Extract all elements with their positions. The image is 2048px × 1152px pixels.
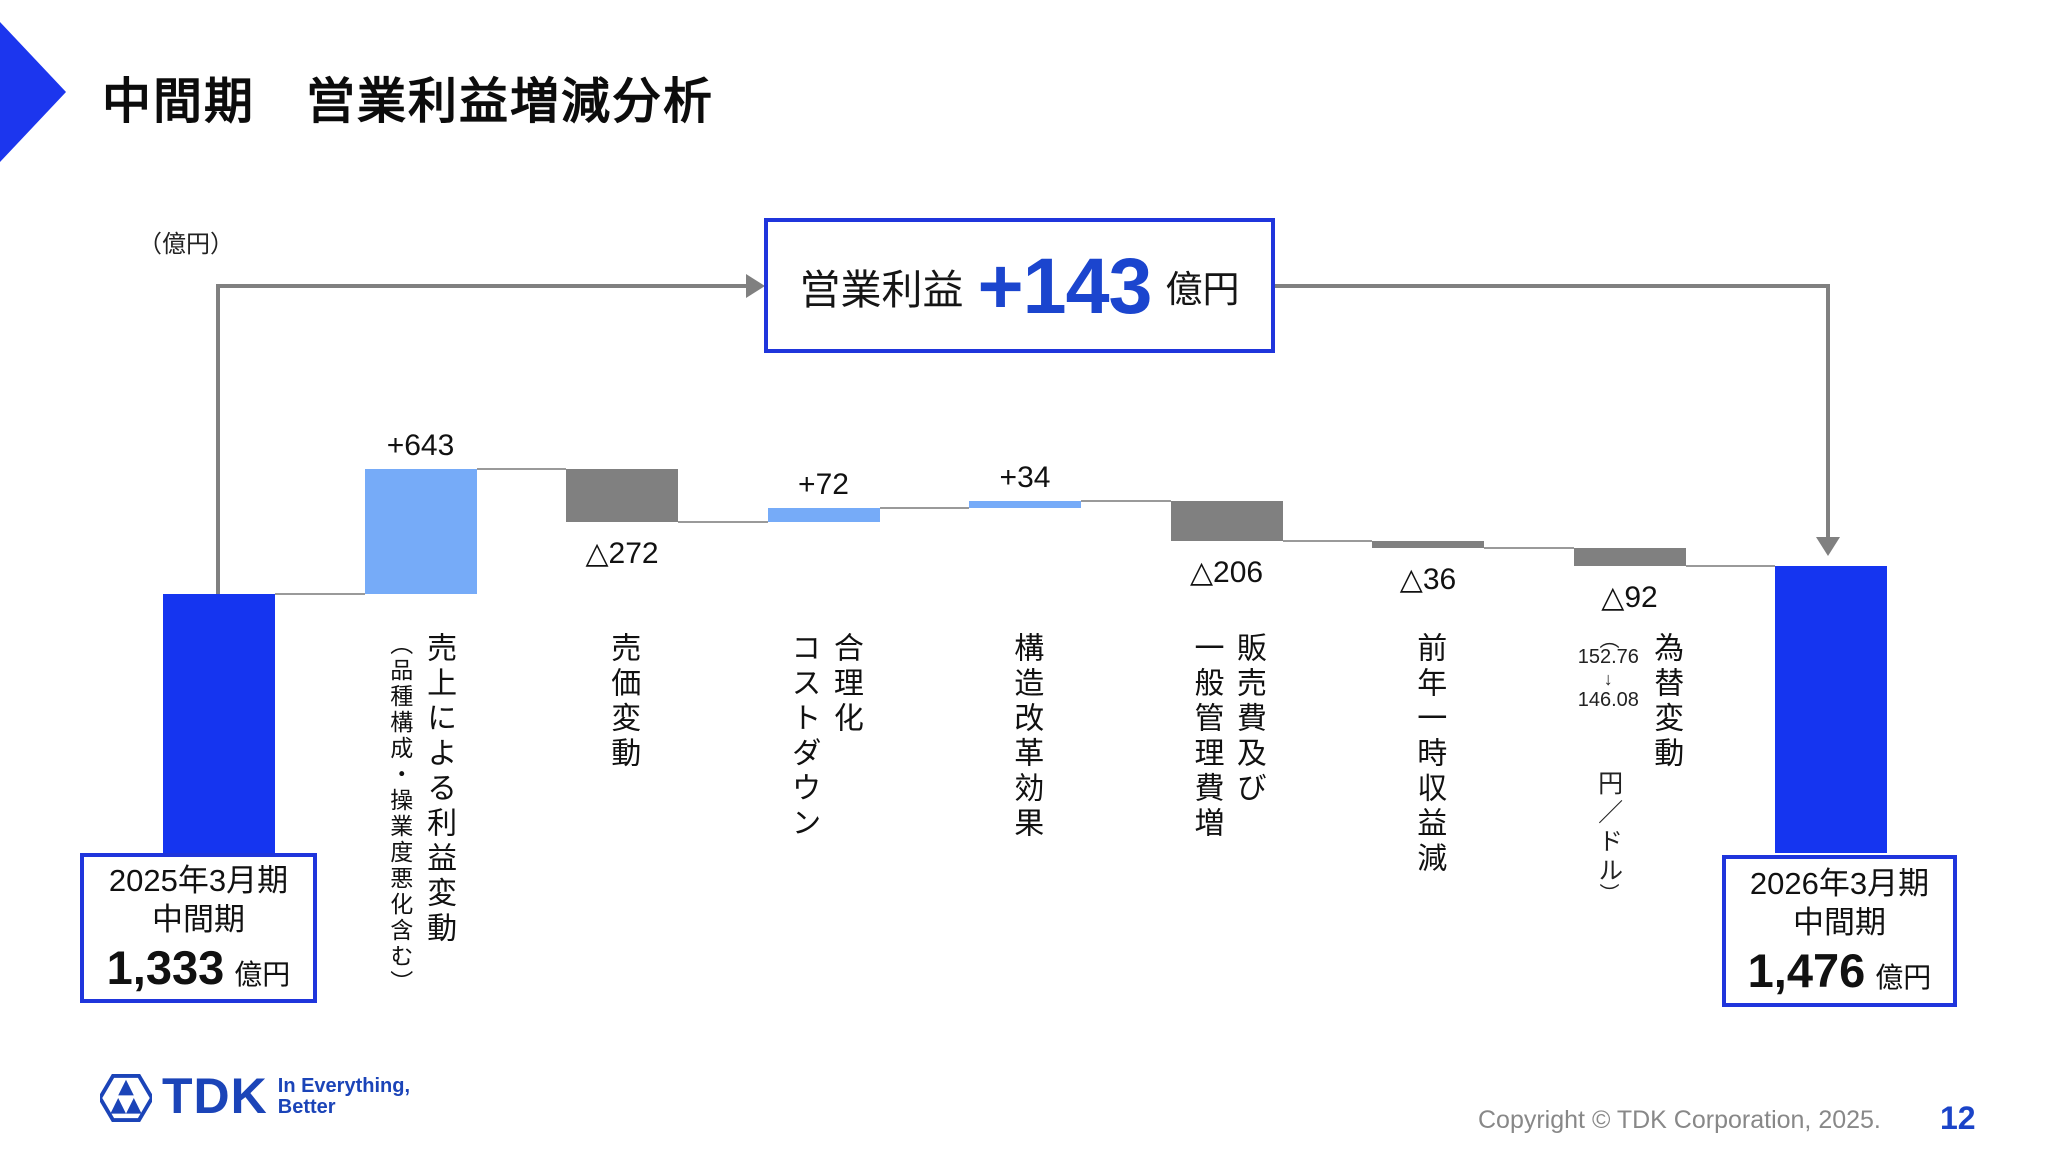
start-period-unit: 億円 <box>234 959 291 991</box>
start-period-box: 2025年3月期 中間期 1,333 億円 <box>80 853 317 1003</box>
bar-segment <box>1170 501 1283 541</box>
unit-note: （億円） <box>138 231 234 258</box>
bar-category-label: 前年一時収益減 <box>1412 632 1446 877</box>
exchange-rate-part: ） <box>1597 883 1620 903</box>
tdk-emblem-icon <box>100 1073 152 1123</box>
connector-line <box>1685 565 1775 567</box>
bar-segment <box>364 469 477 594</box>
bar-segment <box>1573 548 1686 566</box>
bar-category-label: 為替変動 （152.76 ↓ 146.08 円／ドル） <box>1577 629 1683 903</box>
connector-line <box>1484 547 1574 549</box>
category-text-column: （品種構成・操業度悪化含む） <box>386 632 413 996</box>
summary-unit: 億円 <box>1165 268 1240 310</box>
arrow-right-head-icon <box>746 274 765 298</box>
bar-segment <box>767 508 880 522</box>
bar-value-label: +72 <box>798 468 849 501</box>
bar-segment <box>1372 541 1484 548</box>
tdk-wordmark: TDK <box>162 1068 268 1124</box>
connector-line <box>678 521 768 523</box>
connector-line <box>476 468 566 470</box>
summary-label: 営業利益 <box>799 266 964 313</box>
category-text-column: 販売費及び <box>1231 632 1265 807</box>
bar-segment <box>163 594 275 853</box>
arrow-down-head-icon <box>1816 537 1840 556</box>
end-period-box: 2026年3月期 中間期 1,476 億円 <box>1722 855 1957 1007</box>
arrow-right-horizontal-line <box>1267 284 1830 288</box>
bar-value-label: +34 <box>999 461 1051 494</box>
arrow-left-vertical-line <box>216 284 220 594</box>
bar-value-label: △272 <box>585 537 659 570</box>
arrow-left-horizontal-line <box>216 284 748 288</box>
start-period-line1: 2025年3月期 <box>108 862 289 898</box>
exchange-rate-part: 152.76 <box>1577 646 1639 668</box>
category-text-column: コストダウン <box>786 632 820 842</box>
operating-profit-summary-box: 営業利益 +143 億円 <box>764 218 1275 353</box>
bar-segment <box>566 469 678 522</box>
exchange-rate-part: 円／ドル <box>1594 770 1623 886</box>
connector-line <box>275 593 365 595</box>
connector-line <box>879 507 969 509</box>
end-period-amount: 1,476 <box>1747 944 1866 998</box>
page-title: 中間期 営業利益増減分析 <box>102 75 715 129</box>
bar-segment <box>969 501 1081 508</box>
tdk-tagline-line2: Better <box>277 1096 336 1118</box>
bar-category-label: 構造改革効果 <box>1009 632 1043 842</box>
category-text-column: 為替変動 <box>1649 632 1683 772</box>
end-period-line2: 中間期 <box>1793 904 1886 940</box>
bar-value-label: △36 <box>1399 563 1457 596</box>
category-text-column: 一般管理費増 <box>1189 632 1223 842</box>
bar-value-label: +643 <box>386 429 455 462</box>
bar-value-label: △206 <box>1189 556 1264 589</box>
title-chevron-icon <box>0 22 66 162</box>
connector-line <box>1282 540 1372 542</box>
bar-category-label: 売上による利益変動 （品種構成・操業度悪化含む） <box>386 632 456 996</box>
bar-category-label: 売価変動 <box>606 632 640 772</box>
bar-segment <box>1775 566 1887 853</box>
tdk-tagline-line1: In Everything, <box>277 1075 411 1097</box>
category-text-column: 前年一時収益減 <box>1412 632 1446 877</box>
tdk-logo: TDK In Everything, Better <box>100 1068 410 1124</box>
category-text-column: 合理化 <box>828 632 862 737</box>
end-period-line1: 2026年3月期 <box>1749 865 1930 901</box>
tdk-tagline: In Everything, Better <box>278 1076 410 1118</box>
category-text-column: 構造改革効果 <box>1009 632 1043 842</box>
connector-line <box>1081 500 1171 502</box>
start-period-amount: 1,333 <box>106 941 225 995</box>
bar-category-label: 販売費及び 一般管理費増 <box>1189 632 1265 842</box>
category-text-column: 売上による利益変動 <box>422 632 456 947</box>
end-period-unit: 億円 <box>1875 962 1932 994</box>
exchange-rate-part: ↓ <box>1603 669 1613 689</box>
exchange-rate-part: （ <box>1597 629 1620 649</box>
summary-value: +143 <box>977 241 1153 330</box>
exchange-rate-note: （152.76 ↓ 146.08 円／ドル） <box>1577 629 1639 903</box>
start-period-line2: 中間期 <box>152 901 245 937</box>
arrow-right-vertical-line <box>1826 284 1830 538</box>
bar-category-label: 合理化 コストダウン <box>786 632 862 842</box>
exchange-rate-part: 146.08 <box>1577 689 1639 711</box>
page-number: 12 <box>1940 1100 1976 1136</box>
copyright-text: Copyright © TDK Corporation, 2025. <box>1478 1106 1881 1134</box>
bar-value-label: △92 <box>1601 581 1658 614</box>
category-text-column: 売価変動 <box>606 632 640 772</box>
